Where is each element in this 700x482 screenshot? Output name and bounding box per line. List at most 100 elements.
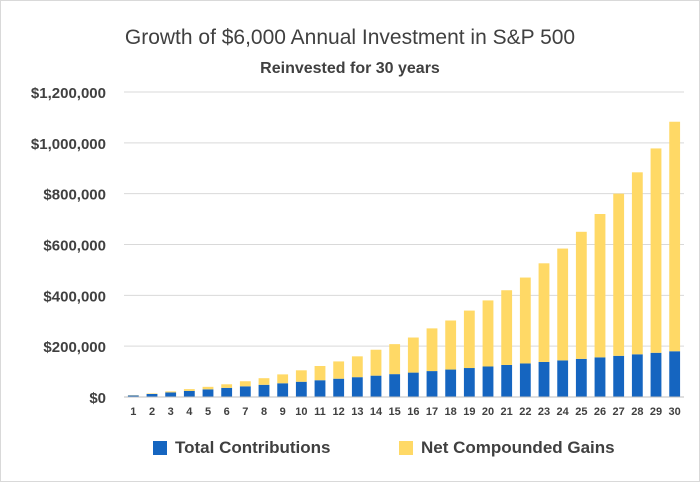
bar-gains [650, 148, 662, 353]
x-tick-label: 17 [426, 406, 438, 418]
bar-contributions [463, 368, 475, 397]
x-tick-label: 6 [224, 406, 230, 418]
x-tick-label: 1 [130, 406, 136, 418]
bar-gains [594, 214, 606, 358]
bar-contributions [202, 389, 214, 397]
x-tick-label: 27 [613, 406, 625, 418]
bar-gains [277, 374, 289, 384]
bar-gains [445, 320, 457, 370]
bar-contributions [389, 374, 401, 397]
bar-contributions [183, 390, 195, 397]
bar-gains [538, 263, 550, 362]
bar-gains [239, 381, 251, 387]
bar-contributions [594, 357, 606, 397]
bar-contributions [239, 386, 251, 397]
y-tick-label: $400,000 [43, 288, 106, 305]
bar-gains [183, 389, 195, 391]
y-tick-label: $800,000 [43, 187, 106, 204]
bar-contributions [351, 377, 363, 397]
bar-contributions [501, 364, 513, 397]
bar-gains [146, 393, 158, 394]
legend-swatch-contributions [153, 441, 167, 455]
legend-label-contributions: Total Contributions [175, 438, 331, 457]
x-tick-label: 4 [186, 406, 193, 418]
y-tick-label: $200,000 [43, 339, 106, 356]
bar-gains [557, 248, 569, 361]
bar-gains [258, 378, 270, 385]
bar-gains [501, 290, 513, 365]
bar-contributions [557, 360, 569, 397]
bar-gains [389, 344, 401, 375]
bar-contributions [221, 387, 233, 397]
bar-contributions [127, 395, 139, 397]
bar-contributions [650, 352, 662, 397]
x-tick-label: 26 [594, 406, 606, 418]
x-tick-label: 25 [575, 406, 587, 418]
bar-gains [370, 349, 382, 376]
y-tick-label: $1,000,000 [31, 136, 106, 153]
bar-gains [351, 356, 363, 378]
x-tick-label: 24 [557, 406, 570, 418]
x-tick-label: 11 [314, 406, 326, 418]
bar-contributions [295, 381, 307, 397]
x-tick-label: 15 [389, 406, 401, 418]
bar-gains [407, 337, 419, 373]
x-tick-label: 21 [501, 406, 513, 418]
x-tick-label: 30 [669, 406, 681, 418]
bar-gains [426, 328, 438, 372]
bar-contributions [407, 372, 419, 397]
x-tick-label: 19 [463, 406, 475, 418]
bar-contributions [575, 358, 587, 397]
bar-contributions [146, 393, 158, 397]
x-tick-label: 2 [149, 406, 155, 418]
bar-gains [295, 370, 307, 382]
chart-subtitle: Reinvested for 30 years [260, 60, 440, 77]
bar-contributions [333, 378, 345, 397]
x-tick-label: 10 [295, 406, 307, 418]
bar-gains [221, 384, 233, 388]
x-tick-label: 9 [280, 406, 286, 418]
bar-contributions [314, 380, 326, 397]
bar-contributions [277, 383, 289, 397]
bar-contributions [165, 392, 177, 397]
bar-gains [519, 277, 531, 364]
x-tick-label: 22 [519, 406, 531, 418]
legend-swatch-gains [399, 441, 413, 455]
bar-gains [613, 193, 625, 356]
bar-gains [463, 310, 475, 369]
chart-title: Growth of $6,000 Annual Investment in S&… [124, 26, 576, 49]
x-tick-label: 8 [261, 406, 267, 418]
x-tick-label: 7 [242, 406, 248, 418]
x-tick-label: 20 [482, 406, 494, 418]
x-tick-label: 14 [370, 406, 383, 418]
bar-gains [314, 365, 326, 381]
x-tick-label: 16 [407, 406, 419, 418]
chart-legend: Total Contributions Net Compounded Gains [0, 437, 700, 459]
bar-contributions [482, 366, 494, 397]
x-tick-label: 12 [333, 406, 345, 418]
bar-contributions [631, 354, 643, 397]
bar-contributions [445, 369, 457, 397]
bar-contributions [370, 375, 382, 397]
bar-gains [202, 386, 214, 390]
bar-gains [482, 300, 494, 367]
bar-gains [575, 231, 587, 359]
x-tick-label: 18 [445, 406, 457, 418]
bar-contributions [538, 361, 550, 397]
x-tick-label: 29 [650, 406, 662, 418]
x-tick-label: 3 [168, 406, 174, 418]
bar-gains [165, 391, 177, 393]
bar-contributions [669, 351, 681, 397]
bar-gains [669, 121, 681, 352]
legend-item-gains: Net Compounded Gains [399, 437, 615, 459]
bar-gains [333, 361, 345, 379]
x-tick-label: 5 [205, 406, 211, 418]
x-tick-label: 13 [351, 406, 363, 418]
x-tick-label: 23 [538, 406, 550, 418]
y-tick-label: $1,200,000 [31, 85, 106, 102]
bar-gains [631, 172, 643, 355]
y-tick-label: $600,000 [43, 238, 106, 255]
bar-contributions [519, 363, 531, 397]
bar-contributions [258, 384, 270, 397]
